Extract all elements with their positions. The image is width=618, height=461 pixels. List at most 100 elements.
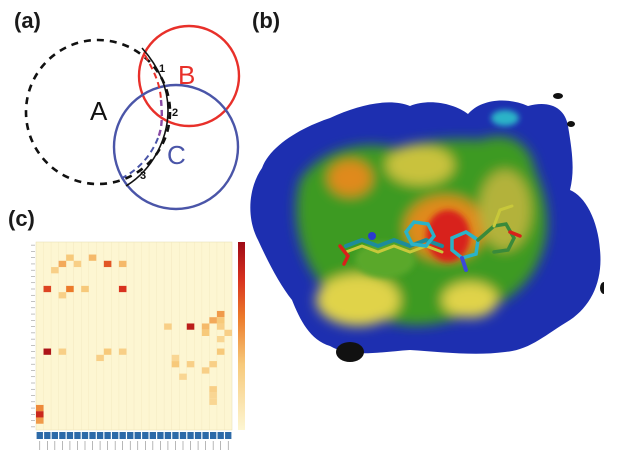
heatmap-cell: [186, 361, 195, 368]
heatmap-cell: [118, 260, 127, 268]
surface-shadow-right-top: [553, 93, 563, 99]
heatmap-column-bar: [96, 432, 104, 439]
heatmap-cell: [201, 367, 210, 374]
panel-label-c: (c): [8, 206, 35, 231]
heatmap-column-bar: [127, 432, 134, 439]
surface-yellow-bottom: [442, 282, 498, 318]
surface-shadow-right-mid: [567, 121, 575, 127]
heatmap-column-bar: [74, 432, 81, 439]
heatmap-cell: [224, 329, 232, 336]
surface-shadow-bottom: [336, 342, 364, 362]
protein-surface: [250, 93, 604, 362]
heatmap-cell: [209, 317, 217, 324]
heatmap-cell: [103, 348, 112, 355]
boundary-segment-red: [144, 54, 162, 101]
heatmap-column-bar: [59, 432, 66, 439]
heatmap-cell: [201, 323, 210, 330]
heatmap-cell: [36, 417, 44, 424]
heatmap-cell: [186, 323, 195, 330]
heatmap-cell: [36, 411, 44, 418]
heatmap-column-bar: [202, 432, 209, 439]
ligand-sticks: [338, 204, 522, 272]
heatmap-cell: [51, 267, 59, 274]
heatmap-column-bar: [36, 432, 43, 439]
heatmap-cell: [216, 348, 225, 355]
surface-orange-left: [328, 160, 372, 196]
surface-green-lobe: [355, 242, 415, 278]
heatmap-cell: [118, 285, 127, 293]
heatmap-cell: [81, 285, 89, 293]
edge-number-1: 1: [159, 63, 165, 75]
surface-shadow-right-bottom: [600, 282, 604, 294]
heatmap-cell: [73, 260, 82, 268]
heatmap-cell: [103, 260, 112, 268]
heatmap-cell: [164, 323, 172, 330]
edge-number-2: 2: [172, 107, 178, 119]
heatmap-cell: [216, 310, 225, 318]
heatmap-cell: [88, 254, 97, 261]
panel-label-b: (b): [252, 8, 281, 33]
heatmap-column-bar: [134, 432, 141, 439]
heatmap-column-bar: [187, 432, 194, 439]
heatmap-column-bar: [194, 432, 202, 439]
boundary-segment-purple: [156, 99, 164, 139]
heatmap-column-bar: [89, 432, 96, 439]
heatmap-cell: [209, 398, 217, 405]
venn-diagram: A B C 1 2 3: [24, 24, 241, 211]
heatmap-cell: [36, 404, 44, 412]
heatmap-cell: [43, 285, 52, 293]
heatmap-column-bar: [119, 432, 126, 439]
circle-c: [112, 83, 240, 211]
circle-b: [137, 24, 241, 128]
heatmap-panel: [22, 228, 250, 456]
heatmap-cell: [43, 348, 52, 355]
heatmap-cell: [209, 392, 217, 399]
heatmap-cell: [118, 348, 127, 355]
heatmap-column-bar: [66, 432, 74, 439]
heatmap-column-bar: [81, 432, 89, 439]
heatmap-column-bar: [149, 432, 157, 439]
heatmap-cell: [66, 285, 74, 293]
circle-a: [24, 38, 172, 186]
heatmap-cell: [171, 354, 180, 362]
heatmap-cell: [209, 386, 217, 393]
heatmap-column-bar: [225, 432, 232, 439]
heatmap-column-bar: [179, 432, 187, 439]
heatmap-cell: [96, 354, 104, 362]
ligand-atom-blue: [368, 232, 376, 240]
heatmap-column-bar: [104, 432, 111, 439]
heatmap-column-bar: [44, 432, 51, 439]
heatmap-column-bar: [157, 432, 164, 439]
heatmap-column-bar: [209, 432, 217, 439]
surface-yellow-left: [316, 274, 400, 326]
heatmap-cell: [171, 361, 180, 368]
boundary-solid: [125, 47, 169, 187]
surface-yellow-top: [386, 145, 454, 185]
heatmap-cell: [179, 373, 187, 380]
heatmap-column-bar: [111, 432, 119, 439]
panel-label-a: (a): [14, 8, 41, 33]
heatmap-cell: [209, 361, 217, 368]
heatmap-colorbar: [238, 242, 245, 430]
heatmap-column-bar: [142, 432, 149, 439]
surface-yellow-right: [479, 170, 531, 250]
region-label-a: A: [90, 96, 108, 126]
heatmap-column-bar: [51, 432, 59, 439]
heatmap-column-bar: [172, 432, 179, 439]
edge-number-3: 3: [140, 170, 146, 182]
heatmap-cell: [66, 254, 74, 261]
heatmap-cell: [58, 292, 67, 299]
region-label-c: C: [167, 140, 186, 170]
heatmap-cell: [201, 329, 210, 336]
heatmap-cell: [216, 323, 225, 330]
heatmap-chart: [31, 241, 245, 450]
heatmap-column-bar: [217, 432, 224, 439]
heatmap-cell: [58, 348, 67, 355]
heatmap-cell: [216, 336, 225, 343]
heatmap-cell: [58, 260, 67, 268]
boundary-segment-blue: [117, 137, 159, 181]
surface-cyan-patch: [491, 110, 519, 126]
heatmap-cell: [216, 317, 225, 324]
heatmap-column-bar: [164, 432, 172, 439]
region-label-b: B: [178, 60, 195, 90]
